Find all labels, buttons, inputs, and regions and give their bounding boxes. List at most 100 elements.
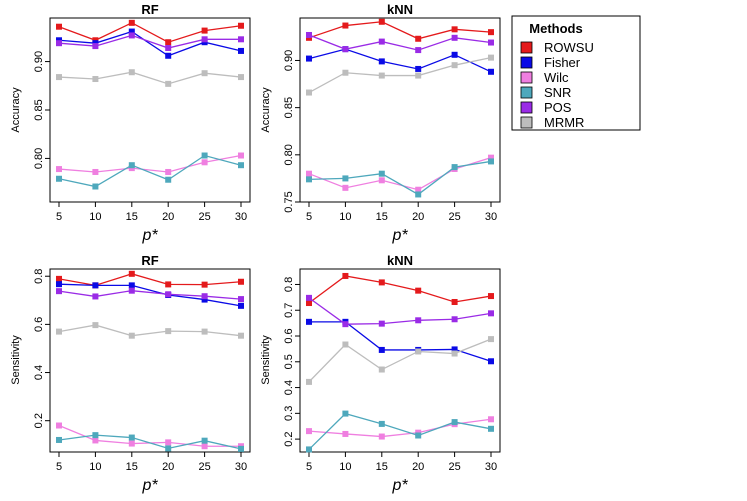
data-point-mrmr xyxy=(342,341,349,348)
x-axis-label: p* xyxy=(141,227,158,244)
y-tick-label: 0.6 xyxy=(33,317,45,332)
data-point-mrmr xyxy=(165,328,172,335)
data-point-mrmr xyxy=(306,89,312,96)
x-tick-label: 20 xyxy=(162,461,174,473)
data-point-rowsu xyxy=(128,19,135,26)
y-tick-label: 0.80 xyxy=(33,148,45,169)
x-tick-label: 30 xyxy=(235,211,247,223)
data-point-fisher xyxy=(306,318,312,325)
y-tick-label: 0.2 xyxy=(33,413,45,428)
data-point-snr xyxy=(415,191,422,198)
data-point-pos xyxy=(201,293,208,300)
data-point-fisher xyxy=(128,28,135,35)
data-point-pos xyxy=(488,39,494,46)
series-line-fisher xyxy=(308,48,492,73)
data-point-snr xyxy=(488,425,494,432)
data-point-mrmr xyxy=(342,69,349,76)
panel-rf-sensitivity: RF 5 10 15 20 25 30 0.2 0.4 0.6 0.8 Sensitivity p… xyxy=(10,253,251,494)
data-point-pos xyxy=(488,310,494,317)
y-tick-label: 0.8 xyxy=(33,269,45,284)
legend-label-fisher: Fisher xyxy=(544,55,581,70)
data-point-wilc xyxy=(128,440,135,447)
y-tick-label: 0.85 xyxy=(283,97,295,118)
series-line-mrmr xyxy=(308,338,492,383)
data-point-wilc xyxy=(342,184,349,191)
data-point-rowsu xyxy=(238,22,244,29)
data-point-fisher xyxy=(415,65,422,72)
x-tick-label: 10 xyxy=(89,461,101,473)
data-point-fisher xyxy=(238,302,244,309)
data-point-snr xyxy=(488,158,494,165)
series-line-mrmr xyxy=(58,324,242,337)
y-tick-label: 0.3 xyxy=(283,406,295,421)
data-point-rowsu xyxy=(56,275,62,282)
data-point-fisher xyxy=(165,52,172,59)
x-tick-label: 15 xyxy=(376,461,388,473)
panel-title: kNN xyxy=(387,2,413,17)
data-point-rowsu xyxy=(378,18,385,25)
y-tick-label: 0.7 xyxy=(283,303,295,318)
x-tick-label: 25 xyxy=(198,461,210,473)
data-point-wilc xyxy=(165,168,172,175)
data-point-wilc xyxy=(306,428,312,435)
y-tick-label: 0.5 xyxy=(283,354,295,369)
data-point-rowsu xyxy=(451,26,458,33)
data-point-wilc xyxy=(238,152,244,159)
data-point-pos xyxy=(378,38,385,45)
data-point-rowsu xyxy=(306,300,312,307)
data-point-fisher xyxy=(306,55,312,62)
data-point-rowsu xyxy=(128,270,135,277)
x-tick-label: 15 xyxy=(376,211,388,223)
data-point-pos xyxy=(238,296,244,303)
x-tick-label: 5 xyxy=(306,211,312,223)
data-point-wilc xyxy=(92,168,99,175)
data-point-mrmr xyxy=(128,332,135,339)
legend-swatch-pos xyxy=(520,101,533,114)
data-point-rowsu xyxy=(415,287,422,294)
data-point-snr xyxy=(238,162,244,169)
data-point-mrmr xyxy=(415,72,422,79)
data-point-fisher xyxy=(56,281,62,288)
x-tick-label: 30 xyxy=(485,461,497,473)
data-point-mrmr xyxy=(238,74,244,81)
data-point-fisher xyxy=(488,68,494,75)
data-point-pos xyxy=(238,36,244,43)
data-point-pos xyxy=(451,316,458,323)
data-point-snr xyxy=(306,176,312,183)
data-point-wilc xyxy=(378,433,385,440)
data-point-wilc xyxy=(201,443,208,450)
y-axis-label: Accuracy xyxy=(260,87,272,133)
data-point-snr xyxy=(128,434,135,441)
data-point-snr xyxy=(451,419,458,426)
x-tick-label: 20 xyxy=(412,211,424,223)
panel-knn-sensitivity: kNN 5 10 15 20 25 30 0.2 0.3 0.4 0.5 0.6 0.7 0.8 Sen… xyxy=(260,253,501,494)
data-point-snr xyxy=(378,420,385,427)
data-point-snr xyxy=(56,436,62,443)
data-point-fisher xyxy=(128,282,135,289)
data-point-pos xyxy=(306,31,312,38)
plot-frame xyxy=(49,268,251,453)
data-point-snr xyxy=(201,437,208,444)
series-line-rowsu xyxy=(308,275,492,304)
x-axis-label: p* xyxy=(391,227,408,244)
x-tick-label: 30 xyxy=(235,461,247,473)
x-tick-label: 10 xyxy=(339,461,351,473)
data-point-fisher xyxy=(92,282,99,289)
data-point-fisher xyxy=(238,47,244,54)
x-tick-label: 5 xyxy=(56,461,62,473)
data-point-snr xyxy=(238,445,244,452)
data-point-fisher xyxy=(488,358,494,365)
data-point-rowsu xyxy=(415,35,422,42)
legend-label-rowsu: ROWSU xyxy=(544,40,594,55)
data-point-snr xyxy=(378,170,385,177)
legend-swatch-snr xyxy=(520,86,533,99)
series-line-wilc xyxy=(308,157,492,191)
y-tick-label: 0.80 xyxy=(283,144,295,165)
data-point-wilc xyxy=(165,439,172,446)
data-point-wilc xyxy=(92,437,99,444)
plot-frame xyxy=(299,17,501,203)
x-tick-label: 30 xyxy=(485,211,497,223)
x-axis-label: p* xyxy=(141,477,158,494)
data-point-mrmr xyxy=(201,328,208,335)
data-point-pos xyxy=(92,43,99,50)
